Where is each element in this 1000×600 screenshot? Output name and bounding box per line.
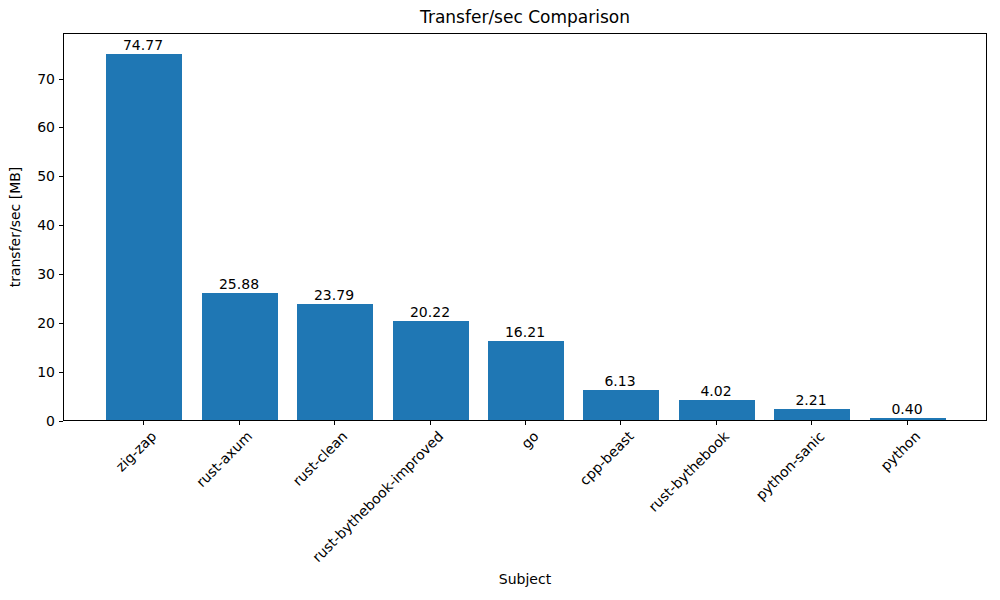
x-tick-label-rust-axum: rust-axum — [193, 428, 256, 491]
bar-rust-bythebook — [679, 400, 755, 420]
bar-value-label: 6.13 — [575, 374, 665, 389]
bar-rust-axum — [202, 293, 278, 420]
x-tick-label-python: python — [877, 428, 924, 475]
y-tick-mark — [59, 372, 63, 373]
x-tick-label-zig-zap: zig-zap — [113, 428, 160, 475]
bar-python — [870, 418, 946, 420]
y-tick-label: 0 — [0, 414, 55, 428]
bar-zig-zap — [106, 54, 182, 420]
bar-value-label: 16.21 — [480, 325, 570, 340]
plot-area — [63, 33, 987, 421]
bar-rust-clean — [297, 304, 373, 420]
x-tick-label-rust-clean: rust-clean — [290, 428, 352, 490]
y-tick-label: 50 — [0, 169, 55, 183]
y-tick-label: 40 — [0, 218, 55, 232]
bar-value-label: 2.21 — [766, 393, 856, 408]
y-tick-label: 60 — [0, 120, 55, 134]
x-tick-label-go: go — [518, 428, 542, 452]
x-tick-label-rust-bythebook: rust-bythebook — [645, 428, 733, 516]
bar-chart-figure: Transfer/sec Comparison transfer/sec [MB… — [0, 0, 1000, 600]
x-tick-mark — [143, 421, 144, 425]
x-tick-label-cpp-beast: cpp-beast — [576, 428, 637, 489]
bar-value-label: 23.79 — [289, 288, 379, 303]
y-tick-mark — [59, 274, 63, 275]
bar-rust-bythebook-improved — [393, 321, 469, 420]
y-tick-label: 70 — [0, 72, 55, 86]
chart-title: Transfer/sec Comparison — [63, 7, 987, 27]
x-tick-mark — [811, 421, 812, 425]
x-tick-mark — [525, 421, 526, 425]
y-tick-mark — [59, 323, 63, 324]
y-tick-label: 20 — [0, 316, 55, 330]
y-tick-label: 10 — [0, 365, 55, 379]
x-axis-label: Subject — [63, 571, 987, 587]
bar-value-label: 0.40 — [862, 402, 952, 417]
y-tick-mark — [59, 79, 63, 80]
bar-python-sanic — [774, 409, 850, 420]
bar-value-label: 74.77 — [98, 38, 188, 53]
x-tick-mark — [334, 421, 335, 425]
bar-value-label: 25.88 — [194, 277, 284, 292]
x-tick-label-python-sanic: python-sanic — [752, 428, 828, 504]
x-tick-mark — [907, 421, 908, 425]
x-tick-mark — [239, 421, 240, 425]
x-tick-mark — [430, 421, 431, 425]
y-tick-mark — [59, 421, 63, 422]
y-tick-mark — [59, 225, 63, 226]
y-tick-label: 30 — [0, 267, 55, 281]
bar-go — [488, 341, 564, 420]
y-tick-mark — [59, 127, 63, 128]
x-tick-mark — [716, 421, 717, 425]
bar-value-label: 20.22 — [385, 305, 475, 320]
bar-cpp-beast — [583, 390, 659, 420]
y-tick-mark — [59, 176, 63, 177]
bar-value-label: 4.02 — [671, 384, 761, 399]
x-tick-mark — [620, 421, 621, 425]
